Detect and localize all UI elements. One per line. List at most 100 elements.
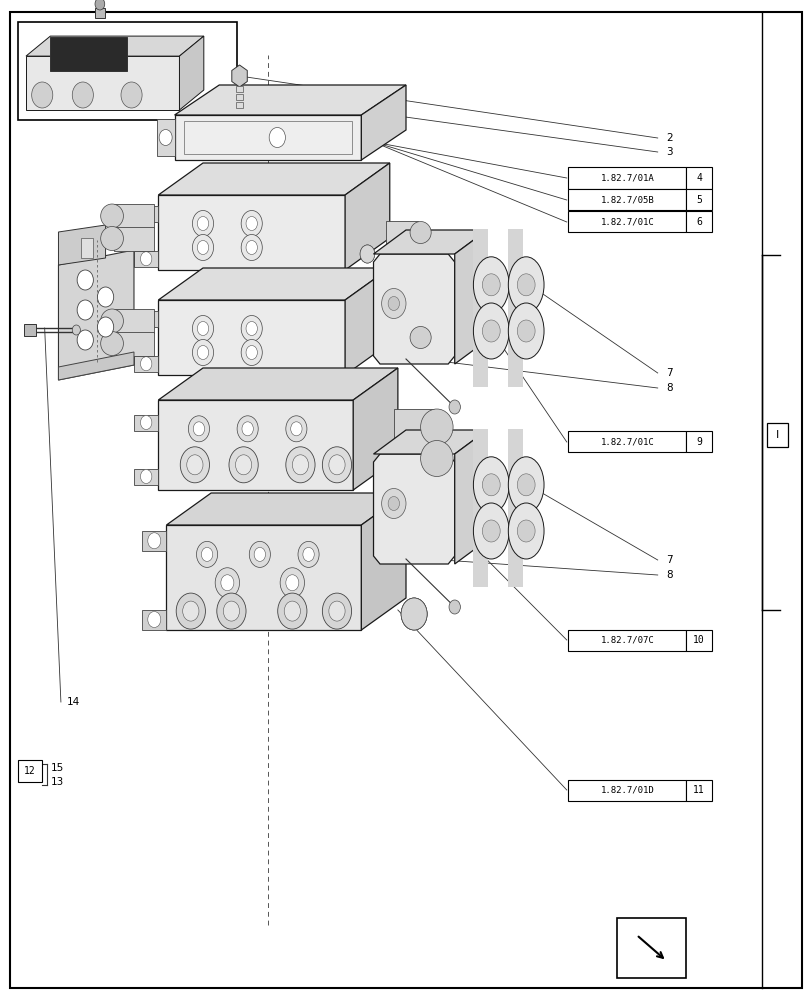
Polygon shape [166, 493, 406, 525]
Bar [616, 918, 685, 978]
Circle shape [140, 252, 152, 266]
Text: 1.82.7/01C: 1.82.7/01C [599, 438, 654, 446]
Circle shape [328, 601, 345, 621]
Circle shape [517, 274, 534, 296]
Polygon shape [361, 85, 406, 160]
Circle shape [381, 288, 406, 318]
Text: 8: 8 [665, 570, 672, 580]
Circle shape [285, 416, 307, 442]
Ellipse shape [473, 257, 508, 313]
Circle shape [95, 0, 105, 10]
Circle shape [360, 245, 375, 263]
Bar [473, 275, 487, 387]
Bar [158, 195, 345, 270]
Polygon shape [114, 309, 154, 333]
Circle shape [176, 593, 205, 629]
Circle shape [241, 316, 262, 342]
Circle shape [159, 129, 172, 146]
Circle shape [241, 340, 262, 365]
Bar [142, 609, 166, 630]
Circle shape [180, 447, 209, 483]
Circle shape [241, 234, 262, 260]
Ellipse shape [101, 332, 123, 356]
Text: 8: 8 [665, 383, 672, 393]
Bar [473, 475, 487, 587]
Circle shape [517, 320, 534, 342]
Circle shape [401, 598, 427, 630]
Circle shape [140, 207, 152, 221]
Bar [24, 324, 36, 336]
Bar [685, 167, 711, 188]
Text: 1.82.7/01C: 1.82.7/01C [599, 218, 654, 227]
Text: 6: 6 [695, 217, 702, 227]
Circle shape [482, 474, 500, 496]
Bar [568, 431, 685, 452]
Circle shape [242, 422, 253, 436]
Circle shape [197, 240, 208, 254]
Circle shape [303, 547, 314, 561]
Circle shape [284, 601, 300, 621]
Circle shape [246, 217, 257, 231]
Circle shape [121, 82, 142, 108]
Bar [568, 780, 685, 800]
Bar [18, 760, 42, 782]
Text: 4: 4 [695, 173, 702, 183]
Polygon shape [58, 250, 134, 380]
Circle shape [140, 357, 152, 371]
Bar [134, 414, 158, 430]
Polygon shape [179, 36, 204, 110]
Polygon shape [158, 368, 397, 400]
Circle shape [328, 455, 345, 475]
Bar [166, 525, 361, 630]
Polygon shape [353, 368, 397, 490]
Polygon shape [158, 163, 389, 195]
Circle shape [182, 601, 199, 621]
Circle shape [188, 416, 209, 442]
Polygon shape [114, 227, 154, 250]
Circle shape [215, 568, 239, 598]
Text: 3: 3 [665, 147, 672, 157]
Circle shape [192, 340, 213, 365]
Circle shape [235, 455, 251, 475]
Circle shape [482, 274, 500, 296]
Text: 1.82.7/01D: 1.82.7/01D [599, 786, 654, 794]
Ellipse shape [473, 457, 508, 513]
Circle shape [77, 270, 93, 290]
Text: 2: 2 [665, 133, 672, 143]
Circle shape [192, 211, 213, 236]
Bar [174, 115, 361, 160]
Bar [508, 229, 522, 341]
Ellipse shape [508, 457, 543, 513]
Bar [685, 780, 711, 800]
Ellipse shape [420, 409, 453, 445]
Circle shape [140, 416, 152, 430]
Circle shape [193, 422, 204, 436]
Circle shape [97, 287, 114, 307]
Circle shape [221, 575, 234, 591]
Circle shape [140, 470, 152, 484]
Bar [134, 206, 158, 222]
Text: 1.82.7/05B: 1.82.7/05B [599, 196, 654, 205]
Circle shape [196, 541, 217, 567]
Circle shape [322, 447, 351, 483]
Circle shape [72, 82, 93, 108]
Bar [508, 429, 522, 541]
Circle shape [187, 455, 203, 475]
Text: 13: 13 [50, 777, 63, 787]
Ellipse shape [420, 440, 453, 477]
Circle shape [148, 611, 161, 628]
Text: 7: 7 [665, 555, 672, 565]
Circle shape [229, 447, 258, 483]
Circle shape [97, 317, 114, 337]
Ellipse shape [101, 204, 123, 228]
Bar [134, 356, 158, 372]
Ellipse shape [508, 303, 543, 359]
Circle shape [298, 541, 319, 567]
Ellipse shape [508, 257, 543, 313]
Polygon shape [454, 230, 487, 364]
Bar [18, 22, 237, 120]
Circle shape [482, 320, 500, 342]
Text: 15: 15 [50, 763, 63, 773]
Circle shape [517, 520, 534, 542]
Ellipse shape [473, 303, 508, 359]
